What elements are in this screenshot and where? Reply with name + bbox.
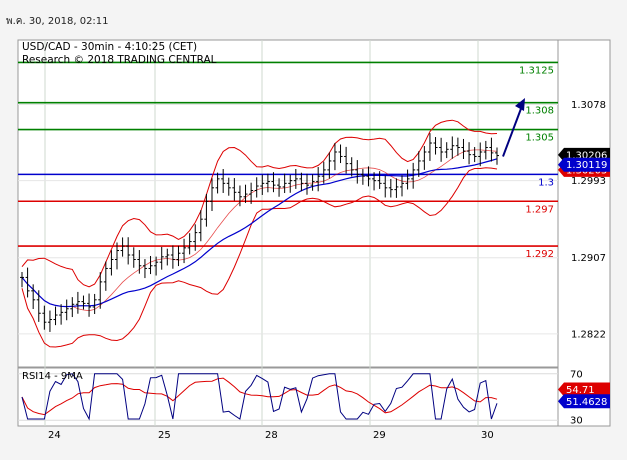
y-tick-label: 1.3078: [571, 100, 606, 111]
main-plot-area: [17, 39, 559, 368]
price-tag-text: 1.30206: [566, 150, 607, 161]
rsi-tick-label: 30: [570, 416, 583, 427]
bollinger-middle: [21, 149, 498, 312]
price-tag-text: 1.30119: [566, 160, 607, 171]
chart-subtitle: Research © 2018 TRADING CENTRAL: [22, 54, 217, 66]
bollinger-upper: [21, 119, 498, 288]
rsi-tick-label: 70: [570, 369, 583, 380]
rsi-tag-text: 51.4628: [566, 397, 607, 408]
y-tick-label: 1.2907: [571, 253, 606, 264]
x-tick-label: 25: [158, 430, 171, 441]
level-label: 1.297: [525, 204, 554, 215]
chart-title: USD/CAD - 30min - 4:10:25 (CET): [22, 41, 197, 53]
moving-average-line: [21, 158, 498, 308]
timestamp-label: พ.ค. 30, 2018, 02:11: [6, 16, 109, 27]
x-tick-label: 30: [481, 430, 494, 441]
projection-arrow-line: [502, 105, 523, 157]
y-axis-panel: [557, 39, 611, 427]
rsi-title: RSI14 - 9MA: [22, 371, 83, 382]
rsi-line: [21, 373, 498, 421]
price-tag-bg: [558, 157, 610, 172]
x-tick-label: 29: [373, 430, 386, 441]
level-label: 1.305: [525, 133, 554, 144]
x-tick-label: 24: [48, 430, 61, 441]
y-tick-label: 1.2993: [571, 176, 606, 187]
level-label: 1.292: [525, 249, 554, 260]
bollinger-lower: [21, 167, 498, 348]
level-label: 1.308: [525, 106, 554, 117]
rsi-tag-bg: [558, 382, 610, 397]
projection-arrowhead: [515, 98, 525, 112]
rsi-tag-text: 54.71: [566, 385, 595, 396]
rsi-ma-line: [21, 377, 498, 416]
rsi-tag-bg: [558, 394, 610, 409]
y-tick-label: 1.2822: [571, 329, 606, 340]
rsi-plot-area: [17, 367, 559, 427]
level-label: 1.3: [538, 177, 554, 188]
level-label: 1.3125: [519, 65, 554, 76]
x-tick-label: 28: [265, 430, 278, 441]
